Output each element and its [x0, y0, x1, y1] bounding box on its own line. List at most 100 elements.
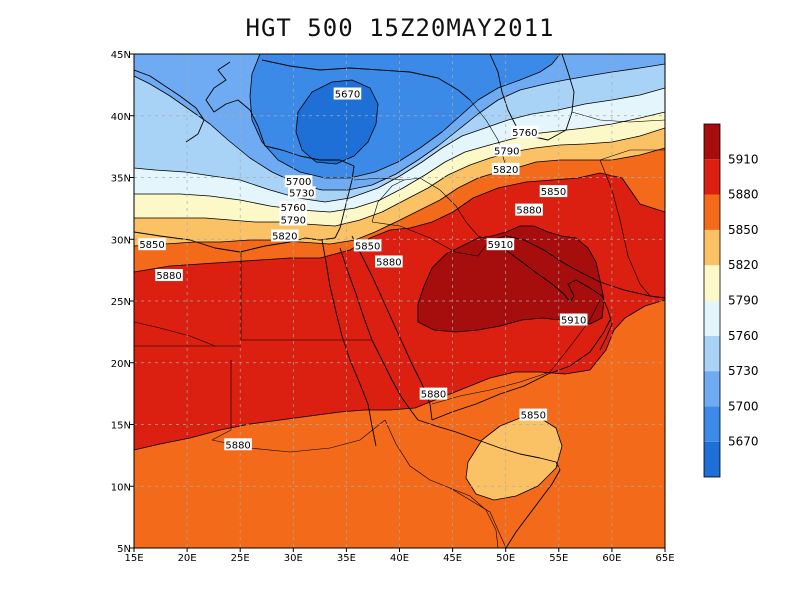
contour-label-text: 5790 [281, 215, 306, 226]
contour-label-text: 5880 [225, 440, 250, 451]
contour-label: 5850 [519, 408, 548, 422]
border-iran-iraq [419, 177, 491, 241]
colorbar-frame [703, 123, 721, 478]
colorbar-label: 5700 [728, 399, 759, 413]
contour-label: 5760 [511, 125, 539, 139]
colorbar-label: 5760 [728, 329, 759, 343]
coast-balkans [134, 69, 205, 143]
contour-label: 5910 [486, 238, 515, 251]
band-5640 [295, 79, 379, 165]
x-tick-label: 55E [549, 553, 568, 564]
contour-label-text: 5820 [272, 232, 297, 243]
coast-north-africa [134, 231, 336, 253]
border-libya-west [134, 321, 216, 347]
river-nile [321, 239, 377, 447]
coast-iran [489, 235, 665, 299]
colorbar-label: 5790 [728, 294, 759, 308]
x-tick-label: 65E [655, 553, 674, 564]
contour-label: 5910 [559, 313, 588, 327]
contour-label: 5880 [419, 387, 448, 401]
contour-label: 5790 [492, 144, 521, 157]
contour-label-text: 5910 [488, 240, 513, 251]
chart-title: HGT 500 15Z20MAY2011 [245, 14, 555, 42]
contour-label-text: 5760 [281, 203, 306, 214]
colorbar-label: 5670 [728, 435, 759, 449]
coast-oman [599, 295, 613, 351]
border-saudi-yemen [431, 371, 551, 405]
colorbar-label: 5850 [728, 223, 759, 237]
colorbar-swatch [704, 371, 720, 407]
border-chad-sudan [211, 360, 232, 441]
colorbar-label: 5730 [728, 364, 759, 378]
colorbar-label: 5820 [728, 258, 759, 272]
contour-label-text: 5820 [493, 165, 518, 176]
colorbar-swatch [704, 441, 720, 477]
x-tick-label: 35E [337, 553, 356, 564]
border-iran-east [599, 159, 651, 297]
contour-label-text: 5880 [156, 271, 181, 282]
contour-label: 5820 [271, 229, 299, 243]
contour-label-text: 5910 [561, 316, 586, 327]
y-tick-label: 10N [111, 482, 131, 493]
coast-red-sea-west [339, 247, 419, 421]
x-tick-label: 25E [231, 553, 250, 564]
contour-label-text: 5880 [421, 390, 446, 401]
x-tick-label: 15E [124, 553, 143, 564]
contour-label-text: 5850 [521, 411, 546, 422]
x-tick-label: 60E [602, 553, 621, 564]
contour-label: 5700 [284, 175, 313, 188]
y-tick-label: 40N [111, 112, 131, 123]
y-tick-label: 25N [111, 297, 131, 308]
band-5820-pocket [465, 417, 563, 501]
contour-label: 5880 [375, 255, 403, 268]
y-tick-label: 5N [117, 544, 131, 555]
contour-label: 5850 [539, 185, 568, 198]
colorbar-label: 5880 [728, 188, 759, 202]
contour-label: 5730 [287, 186, 316, 199]
y-tick-label: 20N [111, 359, 131, 370]
x-tick-label: 40E [390, 553, 409, 564]
border-afghan [599, 149, 665, 161]
colorbar-swatch [704, 300, 720, 336]
contour-label-text: 5700 [286, 177, 311, 188]
coast-greece [205, 61, 266, 147]
contour-label-text: 5850 [139, 240, 164, 251]
contour-label-text: 5760 [512, 128, 537, 139]
colorbar-swatch [704, 229, 720, 266]
x-tick-label: 30E [284, 553, 303, 564]
border-iraq-syria [371, 177, 421, 223]
colorbar-swatch [704, 124, 720, 160]
contour-label: 5880 [155, 269, 183, 282]
contour-label: 5670 [333, 87, 362, 101]
contour-label-text: 5880 [376, 257, 401, 268]
colorbar-swatch [704, 406, 720, 442]
coast-black-sea [261, 59, 471, 101]
contour-label: 5760 [279, 201, 308, 214]
contour-label: 5880 [515, 203, 543, 217]
border-saudi-iraq [371, 221, 491, 257]
x-tick-label: 20E [178, 553, 197, 564]
colorbar-swatch [704, 194, 720, 230]
coast-turkey-south [264, 145, 355, 167]
contour-label: 5790 [279, 213, 308, 226]
colorbar-swatch [704, 265, 720, 301]
contour-label-text: 5850 [541, 187, 566, 198]
y-tick-label: 45N [111, 50, 131, 61]
contour-label: 5880 [224, 438, 252, 451]
x-tick-label: 45E [443, 553, 462, 564]
contour-label: 5820 [491, 162, 520, 176]
y-tick-label: 35N [111, 174, 131, 185]
border-saudi-oman [549, 299, 601, 373]
contour-label: 5850 [353, 239, 382, 252]
coast-horn [417, 419, 561, 548]
x-tick-label: 50E [496, 553, 515, 564]
colorbar-label: 5910 [728, 152, 759, 166]
y-tick-label: 30N [111, 235, 131, 246]
contour-label: 5850 [138, 238, 166, 251]
coast-south-arabia [431, 319, 611, 421]
contour-label-text: 5790 [494, 146, 519, 157]
border-turkmen [571, 111, 665, 123]
colorbar-swatch [704, 335, 720, 372]
contour-label-text: 5670 [335, 90, 360, 101]
